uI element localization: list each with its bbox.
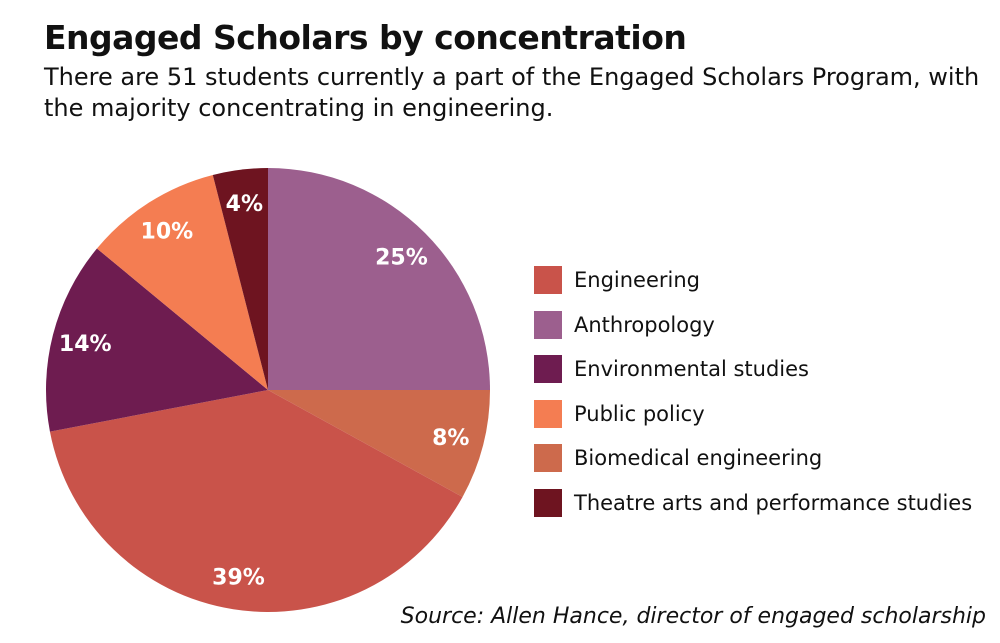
legend-label: Public policy: [574, 401, 705, 426]
slice-data-label: 39%: [212, 565, 265, 590]
chart-subtitle: There are 51 students currently a part o…: [44, 63, 980, 122]
chart-title: Engaged Scholars by concentration: [44, 18, 687, 57]
pie-slice-anthropology: [268, 168, 490, 390]
legend-item: Biomedical engineering: [534, 436, 972, 481]
legend-item: Engineering: [534, 258, 972, 303]
legend-swatch: [534, 399, 562, 428]
legend-label: Anthropology: [574, 312, 715, 337]
legend-item: Anthropology: [534, 303, 972, 348]
legend-label: Biomedical engineering: [574, 446, 823, 471]
pie-slice-theatre-arts-and-performance-studies: [212, 168, 268, 390]
slice-data-label: 4%: [226, 192, 263, 217]
legend-item: Environmental studies: [534, 347, 972, 392]
legend-label: Theatre arts and performance studies: [574, 490, 973, 515]
source-note: Source: Allen Hance, director of engaged…: [400, 604, 986, 629]
pie-slice-public-policy: [96, 174, 268, 390]
legend-swatch: [534, 310, 562, 339]
legend-item: Theatre arts and performance studies: [534, 481, 972, 526]
pie-slice-engineering: [49, 390, 463, 612]
legend-swatch: [534, 488, 562, 517]
legend-label: Engineering: [574, 268, 700, 293]
pie-slice-environmental-studies: [46, 248, 268, 432]
legend-label: Environmental studies: [574, 357, 809, 382]
slice-data-label: 14%: [59, 332, 112, 357]
legend-swatch: [534, 444, 562, 473]
legend-swatch: [534, 355, 562, 384]
legend-item: Public policy: [534, 392, 972, 437]
pie-slice-biomedical-engineering: [268, 390, 490, 497]
slice-data-label: 10%: [141, 220, 194, 245]
legend-swatch: [534, 266, 562, 295]
slice-data-label: 25%: [375, 246, 428, 271]
legend: Engineering Anthropology Environmental stu…: [534, 258, 972, 525]
slice-data-label: 8%: [432, 426, 469, 451]
